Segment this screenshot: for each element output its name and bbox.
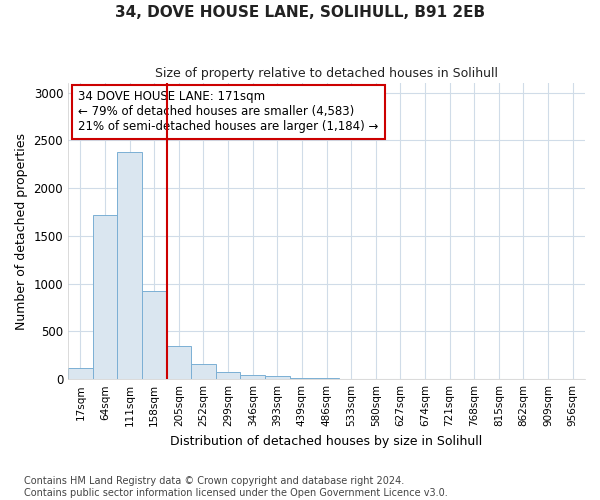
Text: 34 DOVE HOUSE LANE: 171sqm
← 79% of detached houses are smaller (4,583)
21% of s: 34 DOVE HOUSE LANE: 171sqm ← 79% of deta… [79,90,379,134]
Bar [314,378,339,379]
Text: Contains HM Land Registry data © Crown copyright and database right 2024.
Contai: Contains HM Land Registry data © Crown c… [24,476,448,498]
Bar [241,376,265,379]
Bar [117,152,142,379]
Bar [191,364,216,379]
Bar [92,215,117,379]
Bar [167,346,191,379]
Bar [265,376,290,379]
Bar [68,368,92,379]
Title: Size of property relative to detached houses in Solihull: Size of property relative to detached ho… [155,68,498,80]
Bar [216,372,241,379]
Bar [142,292,167,379]
Y-axis label: Number of detached properties: Number of detached properties [15,132,28,330]
X-axis label: Distribution of detached houses by size in Solihull: Distribution of detached houses by size … [170,434,482,448]
Text: 34, DOVE HOUSE LANE, SOLIHULL, B91 2EB: 34, DOVE HOUSE LANE, SOLIHULL, B91 2EB [115,5,485,20]
Bar [290,378,314,379]
